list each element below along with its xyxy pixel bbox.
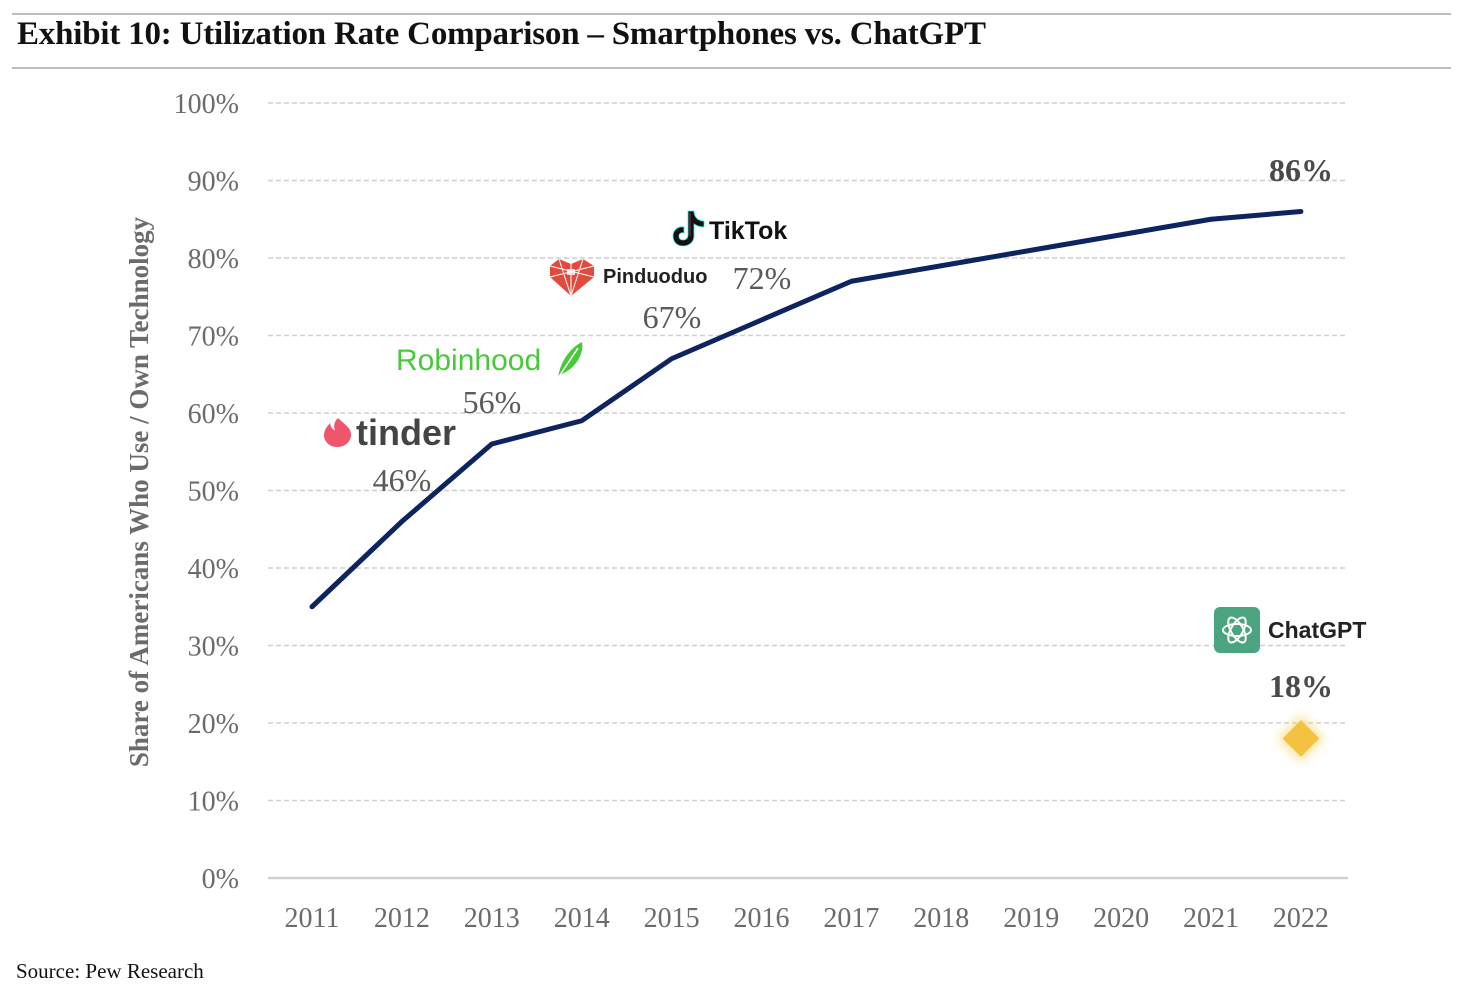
- y-tick-label: 60%: [188, 399, 239, 430]
- robinhood-annotation: Robinhood 56%: [396, 342, 583, 420]
- tinder-annotation: tinder 46%: [324, 412, 456, 498]
- tinder-value-label: 46%: [373, 462, 432, 498]
- tiktok-value-label: 72%: [733, 260, 792, 296]
- tiktok-logo-text: TikTok: [709, 217, 787, 245]
- y-tick-label: 70%: [188, 322, 239, 353]
- x-tick-label: 2012: [374, 903, 430, 934]
- y-tick-label: 0%: [202, 864, 239, 895]
- chatgpt-logo-text: ChatGPT: [1268, 617, 1366, 643]
- x-tick-label: 2017: [823, 903, 879, 934]
- x-tick-label: 2013: [464, 903, 520, 934]
- pinduoduo-logo-text: Pinduoduo: [603, 266, 707, 288]
- tiktok-note-icon: [672, 210, 705, 247]
- x-tick-label: 2016: [734, 903, 790, 934]
- x-tick-label: 2019: [1003, 903, 1059, 934]
- x-tick-label: 2014: [554, 903, 610, 934]
- source-note: Source: Pew Research: [16, 959, 204, 983]
- y-tick-label: 80%: [188, 244, 239, 275]
- smartphone-2022-value-label: 86%: [1269, 152, 1333, 188]
- tiktok-annotation: TikTok 72%: [672, 210, 792, 296]
- tinder-flame-icon: [324, 418, 352, 447]
- y-tick-label: 90%: [188, 167, 239, 198]
- pinduoduo-heart-icon: [550, 259, 594, 296]
- robinhood-logo-text: Robinhood: [396, 344, 541, 377]
- exhibit-title: Exhibit 10: Utilization Rate Comparison …: [17, 16, 986, 52]
- smartphone-end-annotation: 86%: [1269, 152, 1333, 188]
- x-tick-label: 2020: [1093, 903, 1149, 934]
- tinder-logo-text: tinder: [356, 412, 456, 453]
- y-tick-label: 40%: [188, 554, 239, 585]
- pinduoduo-value-label: 67%: [643, 299, 702, 335]
- gridlines: [268, 102, 1348, 880]
- series-layer: [309, 209, 1325, 763]
- title-underline-rule: [12, 67, 1451, 69]
- x-axis-ticks: 2011 2012 2013 2014 2015 2016 2017 2018 2019 2020…: [285, 903, 1329, 934]
- smartphones-series-line: [309, 209, 1304, 610]
- x-tick-label: 2015: [644, 903, 700, 934]
- pinduoduo-annotation: Pinduoduo 67%: [549, 258, 707, 335]
- x-tick-label: 2022: [1273, 903, 1329, 934]
- x-tick-label: 2018: [913, 903, 969, 934]
- robinhood-value-label: 56%: [463, 384, 522, 420]
- x-tick-label: 2021: [1183, 903, 1239, 934]
- chatgpt-annotation: ChatGPT 18%: [1214, 607, 1366, 704]
- y-tick-label: 100%: [174, 89, 239, 120]
- y-tick-label: 20%: [188, 709, 239, 740]
- top-rule: [12, 13, 1451, 15]
- chatgpt-value-label: 18%: [1269, 668, 1333, 704]
- y-axis-label: Share of Americans Who Use / Own Technol…: [124, 216, 154, 767]
- y-tick-label: 50%: [188, 477, 239, 508]
- x-tick-label: 2011: [285, 903, 340, 934]
- y-tick-label: 30%: [188, 632, 239, 663]
- chatgpt-diamond-marker: [1282, 720, 1320, 757]
- chatgpt-logo-icon: [1214, 607, 1260, 653]
- y-axis-ticks: 0% 10% 20% 30% 40% 50% 60% 70% 80% 90% 100%: [174, 89, 239, 895]
- y-tick-label: 10%: [188, 787, 239, 818]
